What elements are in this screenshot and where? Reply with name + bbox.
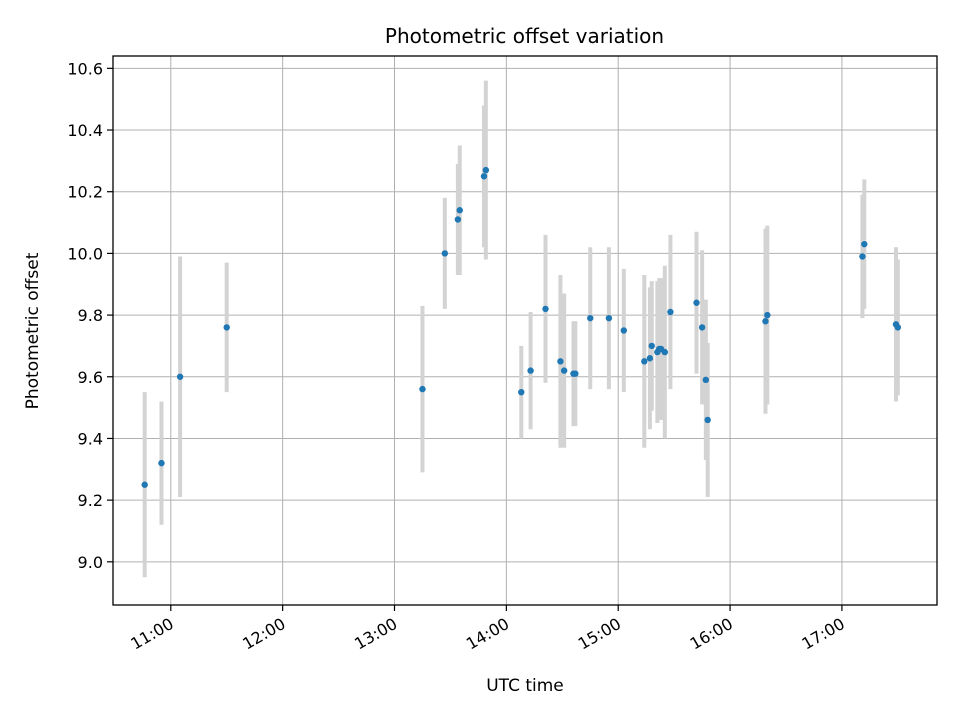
y-tick-label: 9.8 bbox=[78, 306, 103, 325]
data-point bbox=[698, 324, 706, 331]
data-point bbox=[620, 327, 628, 334]
data-point bbox=[641, 358, 648, 365]
data-point bbox=[894, 324, 902, 331]
x-tick-label: 13:00 bbox=[351, 614, 400, 654]
y-axis-ticks: 9.0 9.2 9.4 9.6 9.8 10.0 10.2 10.4 10.6 bbox=[67, 59, 113, 572]
x-tick-label: 16:00 bbox=[687, 614, 736, 654]
x-axis-label: UTC time bbox=[486, 676, 564, 696]
data-point bbox=[454, 216, 462, 223]
data-point bbox=[572, 370, 579, 377]
plot-area-frame bbox=[112, 55, 938, 606]
data-point bbox=[764, 311, 771, 319]
data-point bbox=[480, 173, 488, 180]
data-points bbox=[141, 166, 902, 488]
data-point bbox=[762, 318, 769, 325]
data-point bbox=[648, 342, 655, 350]
data-point bbox=[861, 240, 868, 248]
data-point bbox=[702, 376, 710, 384]
y-tick-label: 9.4 bbox=[78, 429, 103, 448]
x-tick-label: 17:00 bbox=[798, 614, 847, 654]
y-tick-label: 9.2 bbox=[78, 491, 103, 510]
data-point bbox=[482, 166, 490, 174]
data-point bbox=[419, 385, 426, 393]
x-axis-ticks: 11:00 12:00 13:00 14:00 15:00 16:00 17:00 bbox=[127, 605, 848, 654]
y-tick-label: 9.0 bbox=[78, 553, 103, 572]
grid bbox=[113, 56, 937, 605]
data-point bbox=[704, 416, 711, 424]
data-point bbox=[158, 459, 165, 467]
data-point bbox=[223, 324, 230, 331]
data-point bbox=[667, 308, 674, 316]
data-point bbox=[542, 305, 549, 313]
data-point bbox=[518, 388, 525, 396]
data-point bbox=[456, 207, 463, 214]
x-tick-label: 14:00 bbox=[463, 614, 512, 654]
data-point bbox=[557, 358, 564, 365]
data-point bbox=[859, 253, 866, 260]
y-tick-label: 9.6 bbox=[78, 368, 103, 387]
data-point bbox=[527, 367, 534, 374]
data-point bbox=[693, 299, 700, 306]
x-tick-label: 15:00 bbox=[575, 614, 624, 654]
x-tick-label: 11:00 bbox=[127, 614, 176, 654]
errorbars bbox=[142, 80, 900, 578]
x-tick-label: 12:00 bbox=[239, 614, 288, 654]
y-tick-label: 10.2 bbox=[67, 183, 103, 202]
data-point bbox=[587, 314, 594, 322]
data-point bbox=[176, 373, 184, 380]
y-tick-label: 10.6 bbox=[67, 59, 103, 78]
data-point bbox=[441, 250, 449, 257]
data-point bbox=[661, 348, 669, 356]
y-axis-label: Photometric offset bbox=[23, 252, 43, 409]
data-point bbox=[141, 481, 148, 488]
y-tick-label: 10.4 bbox=[67, 121, 103, 140]
y-tick-label: 10.0 bbox=[67, 244, 103, 263]
data-point bbox=[560, 367, 568, 374]
chart-title: Photometric offset variation bbox=[385, 24, 664, 48]
data-point bbox=[646, 355, 654, 362]
data-point bbox=[605, 314, 613, 322]
